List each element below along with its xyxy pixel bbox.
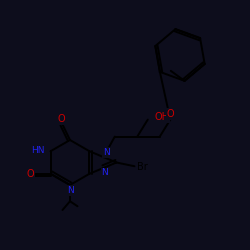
Text: N: N xyxy=(67,186,74,195)
Text: O: O xyxy=(58,114,65,124)
Text: Br: Br xyxy=(136,162,147,172)
Text: N: N xyxy=(103,148,110,157)
Text: O: O xyxy=(27,169,34,179)
Text: OH: OH xyxy=(155,112,170,122)
Text: HN: HN xyxy=(31,146,44,155)
Text: N: N xyxy=(102,168,108,177)
Text: O: O xyxy=(167,109,174,119)
